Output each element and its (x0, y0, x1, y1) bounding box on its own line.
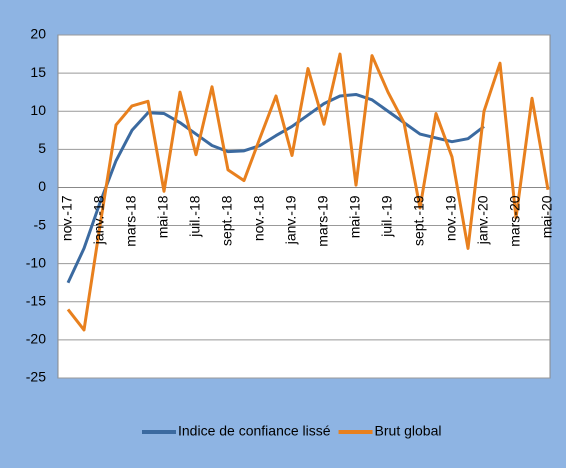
y-tick-label: -20 (26, 331, 46, 347)
x-tick-label: janv.-18 (91, 195, 107, 245)
x-tick-label: mars-19 (315, 195, 331, 247)
y-tick-label: 5 (38, 140, 46, 156)
y-tick-label: -5 (34, 216, 47, 232)
x-tick-label: mai-20 (539, 195, 555, 238)
x-tick-label: mai-19 (347, 195, 363, 238)
y-tick-label: 0 (38, 178, 46, 194)
x-tick-label: nov.-19 (443, 195, 459, 241)
y-tick-label: 20 (30, 26, 46, 42)
x-tick-label: janv.-20 (475, 195, 491, 245)
x-tick-label: juil.-19 (379, 195, 395, 237)
x-tick-label: sept.-19 (411, 195, 427, 246)
line-series (66, 52, 550, 332)
x-tick-label: mars-20 (507, 195, 523, 247)
x-tick-label: nov.-17 (59, 195, 75, 241)
x-tick-label: mai-18 (155, 195, 171, 238)
line-series (66, 92, 485, 284)
legend-label: Indice de confiance lissé (178, 423, 331, 439)
y-tick-label: -25 (26, 369, 46, 385)
x-tick-label: nov.-18 (251, 195, 267, 241)
x-tick-label: juil.-18 (187, 195, 203, 237)
x-tick-label: sept.-18 (219, 195, 235, 246)
y-tick-label: -10 (26, 254, 46, 270)
x-tick-label: janv.-19 (283, 195, 299, 245)
x-tick-label: mars-18 (123, 195, 139, 247)
y-tick-label: -15 (26, 292, 46, 308)
y-tick-label: 10 (30, 102, 46, 118)
legend-label: Brut global (375, 423, 442, 439)
y-tick-label: 15 (30, 64, 46, 80)
